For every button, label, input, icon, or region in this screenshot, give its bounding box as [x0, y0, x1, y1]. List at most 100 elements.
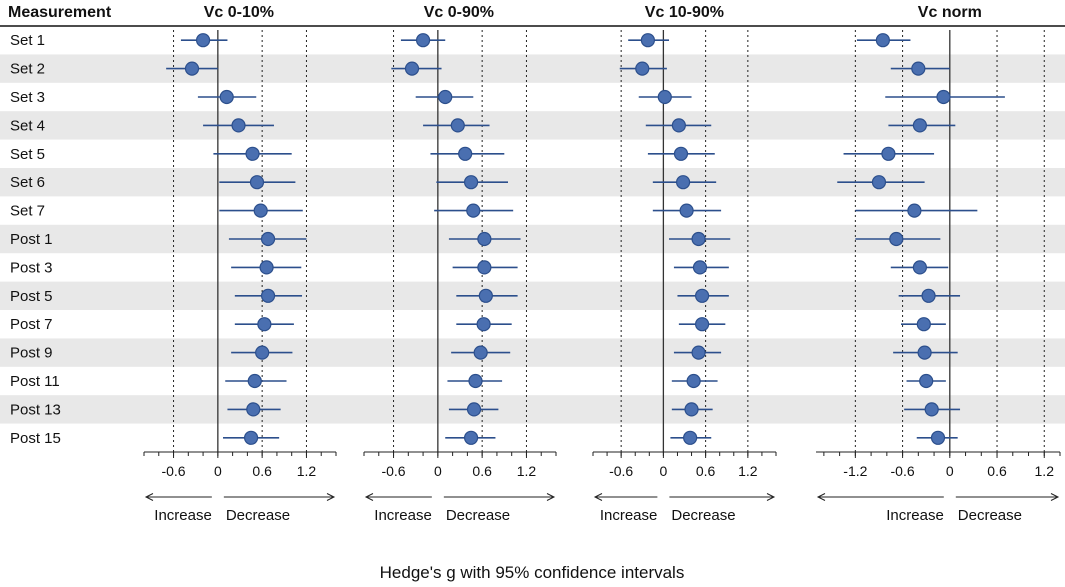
effect-size-point	[253, 203, 268, 218]
effect-size-point	[463, 175, 479, 190]
row-band	[0, 111, 1065, 140]
effect-size-point	[635, 61, 650, 76]
effect-size-point	[438, 89, 453, 105]
effect-size-point	[259, 260, 274, 275]
effect-size-point	[671, 118, 686, 133]
effect-size-point	[640, 33, 656, 48]
effect-size-point	[691, 231, 706, 247]
increase-arrow-head	[364, 493, 374, 501]
effect-size-point	[458, 146, 473, 161]
x-tick-label: 1.2	[517, 463, 537, 479]
increase-label: Increase	[600, 507, 658, 524]
panel-title: Vc 0-90%	[424, 4, 494, 21]
effect-size-point	[916, 317, 931, 332]
effect-size-point	[684, 402, 699, 417]
effect-size-point	[679, 203, 694, 218]
effect-size-point	[694, 288, 710, 303]
effect-size-point	[936, 89, 951, 105]
row-bands	[0, 54, 1065, 424]
row-band	[0, 281, 1065, 310]
panel: -0.6 0 0.6 1.2 Increase Decrease	[592, 30, 777, 524]
effect-size-point	[875, 33, 891, 48]
x-tick-label: 0	[946, 463, 954, 479]
row-label: Post 7	[10, 316, 53, 333]
effect-size-point	[245, 146, 260, 161]
effect-size-point	[404, 61, 420, 76]
row-label: Set 7	[10, 203, 45, 220]
effect-size-point	[478, 288, 493, 303]
increase-arrow-head	[816, 493, 826, 501]
effect-size-point	[692, 260, 708, 275]
x-tick-label: 0	[659, 463, 667, 479]
x-tick-label: 1.2	[297, 463, 317, 479]
increase-label: Increase	[374, 507, 432, 524]
measurement-header: Measurement	[8, 4, 112, 21]
effect-size-point	[911, 61, 926, 76]
effect-size-point	[184, 61, 200, 76]
x-tick-label: 0.6	[987, 463, 1007, 479]
x-tick-label: 0.6	[696, 463, 716, 479]
increase-arrow-head	[593, 493, 603, 501]
row-label: Set 6	[10, 174, 45, 191]
row-label: Post 5	[10, 288, 53, 305]
decrease-arrow-head	[1050, 493, 1060, 501]
x-tick-label: 1.2	[738, 463, 758, 479]
effect-size-point	[246, 402, 261, 417]
effect-size-point	[930, 430, 946, 445]
x-tick-label: -0.6	[891, 463, 915, 479]
decrease-label: Decrease	[958, 507, 1022, 524]
row-label: Set 2	[10, 61, 45, 78]
effect-size-point	[657, 89, 672, 105]
effect-size-point	[257, 317, 272, 332]
effect-size-point	[219, 89, 234, 105]
x-tick-label: 1.2	[1035, 463, 1055, 479]
row-band	[0, 338, 1065, 367]
effect-size-point	[476, 317, 491, 332]
row-label: Set 4	[10, 117, 45, 134]
effect-size-point	[243, 430, 259, 445]
effect-size-point	[477, 260, 492, 275]
x-tick-label: 0.6	[252, 463, 272, 479]
row-label: Post 15	[10, 430, 61, 447]
decrease-label: Decrease	[671, 507, 735, 524]
effect-size-point	[917, 345, 932, 360]
effect-size-point	[912, 260, 927, 275]
panel: -1.2 -0.6 0 0.6 1.2 Increase Decrease	[816, 30, 1061, 524]
effect-size-point	[907, 203, 922, 218]
effect-size-point	[231, 118, 246, 133]
effect-size-point	[463, 430, 479, 445]
row-labels: Set 1 Set 2 Set 3 Set 4 Set 5 Set 6 Set 7 Post …	[10, 32, 61, 447]
effect-size-point	[415, 33, 431, 48]
effect-size-point	[683, 430, 698, 445]
effect-size-point	[889, 231, 904, 247]
effect-size-point	[871, 175, 887, 190]
row-label: Post 3	[10, 259, 53, 276]
row-band	[0, 395, 1065, 424]
effect-size-point	[195, 33, 211, 48]
decrease-arrow-head	[326, 493, 336, 501]
effect-size-point	[473, 345, 488, 360]
panel-titles: Vc 0-10% Vc 0-90% Vc 10-90% Vc norm	[204, 4, 982, 21]
effect-size-point	[686, 373, 701, 389]
effect-size-point	[673, 146, 689, 161]
effect-size-point	[260, 231, 276, 247]
x-tick-label: -1.2	[843, 463, 867, 479]
effect-size-point	[881, 146, 896, 161]
panels: -0.6 0 0.6 1.2 Increase Decrease -0.6 0 0.6 1.2 In…	[143, 30, 1061, 524]
effect-size-point	[919, 373, 934, 389]
effect-size-point	[912, 118, 927, 133]
x-axis-label: Hedge's g with 95% confidence intervals	[380, 563, 685, 582]
effect-size-point	[466, 203, 481, 218]
panel-title: Vc 10-90%	[645, 4, 724, 21]
effect-size-point	[260, 288, 276, 303]
effect-size-point	[477, 231, 492, 247]
effect-size-point	[924, 402, 939, 417]
increase-label: Increase	[886, 507, 944, 524]
panel: -0.6 0 0.6 1.2 Increase Decrease	[363, 30, 557, 524]
panel: -0.6 0 0.6 1.2 Increase Decrease	[143, 30, 337, 524]
effect-size-point	[249, 175, 265, 190]
effect-size-point	[921, 288, 936, 303]
decrease-label: Decrease	[226, 507, 290, 524]
effect-size-point	[247, 373, 262, 389]
row-label: Set 5	[10, 146, 45, 163]
